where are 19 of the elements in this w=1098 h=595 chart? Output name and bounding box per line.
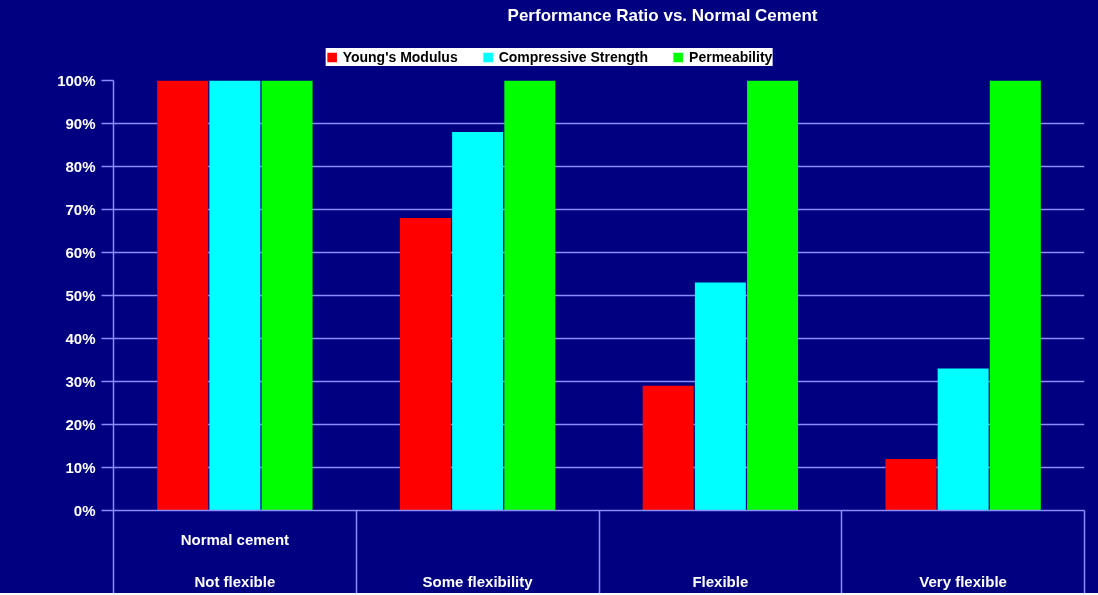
y-tick-label: 100%	[57, 72, 96, 89]
y-tick-label: 50%	[65, 287, 96, 304]
y-tick-label: 0%	[73, 502, 96, 519]
y-tick-label: 70%	[65, 201, 96, 218]
y-tick-label: 20%	[65, 416, 96, 433]
category-label: Normal cement Not flexible	[180, 530, 290, 590]
legend-label: Young's Modulus	[342, 48, 458, 66]
legend-label: Compressive Strength	[498, 48, 649, 66]
y-tick-label: 10%	[65, 459, 96, 476]
x-tick-label: Very flexible	[919, 573, 1007, 590]
legend-label: Permeability	[689, 48, 773, 66]
y-tick-label: 40%	[65, 330, 96, 347]
y-tick-label: 60%	[65, 244, 96, 261]
x-tick-label: Flexible	[692, 573, 749, 590]
y-tick-label: 80%	[65, 158, 96, 175]
y-tick-label: 90%	[65, 115, 96, 132]
chart-title: Performance Ratio vs. Normal Cement	[507, 6, 818, 25]
y-tick-label: 30%	[65, 373, 96, 390]
x-tick-label: Some flexibility	[422, 573, 534, 590]
